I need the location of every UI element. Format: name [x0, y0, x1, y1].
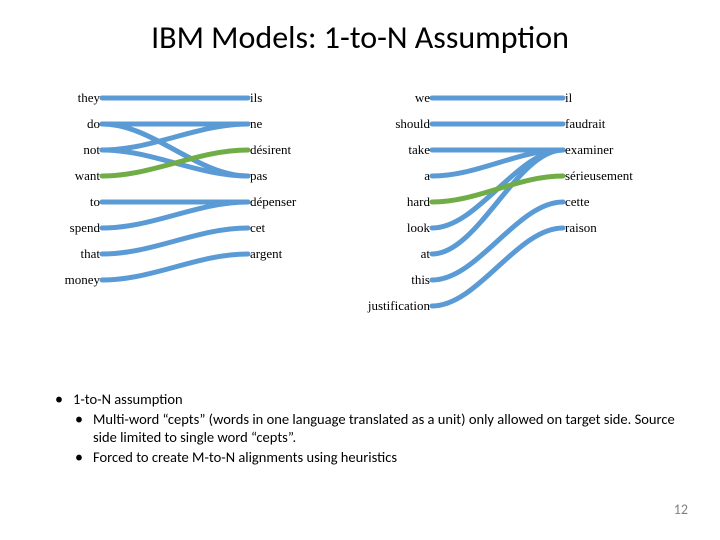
- alignment-edge: [102, 150, 248, 176]
- alignment-edge: [432, 150, 563, 228]
- src-word-they: they: [78, 90, 100, 106]
- src-word-money: money: [65, 272, 100, 288]
- src-word-look: look: [407, 220, 430, 236]
- tgt-word-il: il: [565, 90, 572, 106]
- src-word-spend: spend: [70, 220, 100, 236]
- alignment-edge: [432, 150, 563, 254]
- src-word-justification: justification: [368, 298, 430, 314]
- tgt-word-serieusement: sérieusement: [565, 168, 633, 184]
- src-word-that: that: [81, 246, 101, 262]
- src-word-this: this: [411, 272, 430, 288]
- alignment-edge: [102, 124, 248, 150]
- tgt-word-raison: raison: [565, 220, 597, 236]
- alignment-edge: [432, 176, 563, 202]
- src-word-want: want: [75, 168, 100, 184]
- alignment-edge: [102, 124, 248, 176]
- alignment-edge: [432, 202, 563, 280]
- alignment-edge: [432, 228, 563, 306]
- src-word-hard: hard: [407, 194, 430, 210]
- tgt-word-depenser: dépenser: [250, 194, 296, 210]
- bullet-list: 1-to-N assumption Multi-word “cepts” (wo…: [55, 390, 685, 467]
- bullet-main: 1-to-N assumption: [55, 390, 685, 408]
- tgt-word-examiner: examiner: [565, 142, 613, 158]
- tgt-word-ne: ne: [250, 116, 262, 132]
- src-word-not: not: [83, 142, 100, 158]
- src-word-at: at: [421, 246, 430, 262]
- tgt-word-cet: cet: [250, 220, 265, 236]
- src-word-do: do: [87, 116, 100, 132]
- tgt-word-ils: ils: [250, 90, 262, 106]
- src-word-we: we: [415, 90, 430, 106]
- alignment-edge: [102, 202, 248, 228]
- src-word-take: take: [408, 142, 430, 158]
- alignment-edge: [102, 254, 248, 280]
- src-word-should: should: [395, 116, 430, 132]
- page-number: 12: [674, 501, 688, 518]
- src-word-a: a: [424, 168, 430, 184]
- alignment-diagram: they do not want to spend that money ils ne désire…: [40, 80, 680, 370]
- tgt-word-pas: pas: [250, 168, 267, 184]
- bullet-sub-2: Forced to create M-to-N alignments using…: [55, 448, 685, 466]
- alignment-edge: [102, 150, 248, 176]
- alignment-edge: [102, 228, 248, 254]
- bullet-sub-1: Multi-word “cepts” (words in one languag…: [55, 410, 685, 446]
- src-word-to: to: [90, 194, 100, 210]
- tgt-word-cette: cette: [565, 194, 590, 210]
- tgt-word-argent: argent: [250, 246, 282, 262]
- tgt-word-faudrait: faudrait: [565, 116, 605, 132]
- tgt-word-desirent: désirent: [250, 142, 291, 158]
- slide-title: IBM Models: 1-to-N Assumption: [0, 18, 720, 57]
- alignment-edge: [432, 150, 563, 176]
